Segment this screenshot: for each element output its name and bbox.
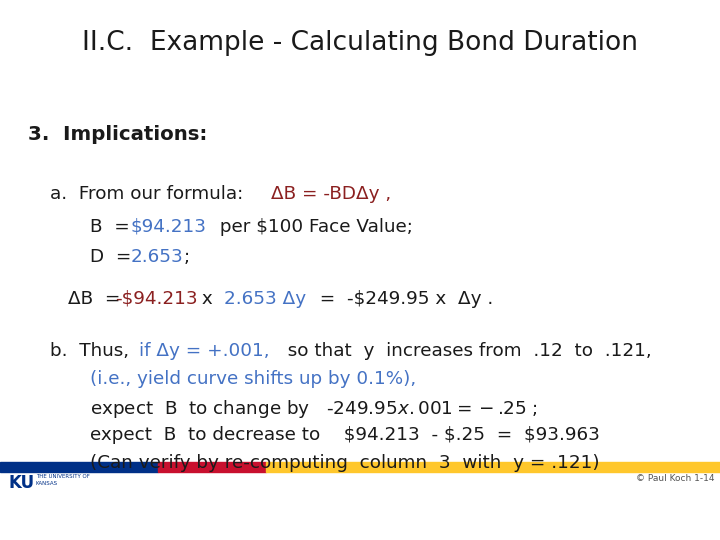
Text: expect  B  to decrease to    $94.213  - $.25  =  $93.963: expect B to decrease to $94.213 - $.25 =… (90, 426, 600, 444)
Bar (0, 462, 158, 472)
Text: ΔB  =: ΔB = (68, 290, 126, 308)
Bar (266, 462, 720, 472)
Text: © Paul Koch 1-14: © Paul Koch 1-14 (636, 474, 714, 483)
Text: 2.653 Δy: 2.653 Δy (224, 290, 306, 308)
Text: =  -$249.95 x  Δy .: = -$249.95 x Δy . (308, 290, 493, 308)
Text: 3.  Implications:: 3. Implications: (28, 125, 207, 144)
Text: ;: ; (184, 248, 190, 266)
Text: if Δy = +.001,: if Δy = +.001, (139, 342, 269, 360)
Text: per $100 Face Value;: per $100 Face Value; (214, 218, 413, 236)
Text: KU: KU (8, 474, 34, 492)
Text: D  =: D = (90, 248, 138, 266)
Text: a.  From our formula:: a. From our formula: (50, 185, 255, 203)
Text: (i.e., yield curve shifts up by 0.1%),: (i.e., yield curve shifts up by 0.1%), (90, 370, 416, 388)
Text: II.C.  Example - Calculating Bond Duration: II.C. Example - Calculating Bond Duratio… (82, 30, 638, 56)
Text: (Can verify by re-computing  column  3  with  y = .121): (Can verify by re-computing column 3 wit… (90, 454, 600, 472)
Text: ΔB = -BDΔy ,: ΔB = -BDΔy , (271, 185, 391, 203)
Bar (158, 462, 266, 472)
Text: B  =: B = (90, 218, 135, 236)
Text: THE UNIVERSITY OF
KANSAS: THE UNIVERSITY OF KANSAS (36, 474, 90, 485)
Text: $94.213: $94.213 (131, 218, 207, 236)
Text: so that  y  increases from  .12  to  .121,: so that y increases from .12 to .121, (276, 342, 652, 360)
Text: expect  B  to change by   -$249.95 x  .001  =    -$.25 ;: expect B to change by -$249.95 x .001 = … (90, 398, 538, 420)
Text: -$94.213: -$94.213 (115, 290, 197, 308)
Text: b.  Thus,: b. Thus, (50, 342, 140, 360)
Text: x: x (196, 290, 225, 308)
Text: 2.653: 2.653 (131, 248, 184, 266)
